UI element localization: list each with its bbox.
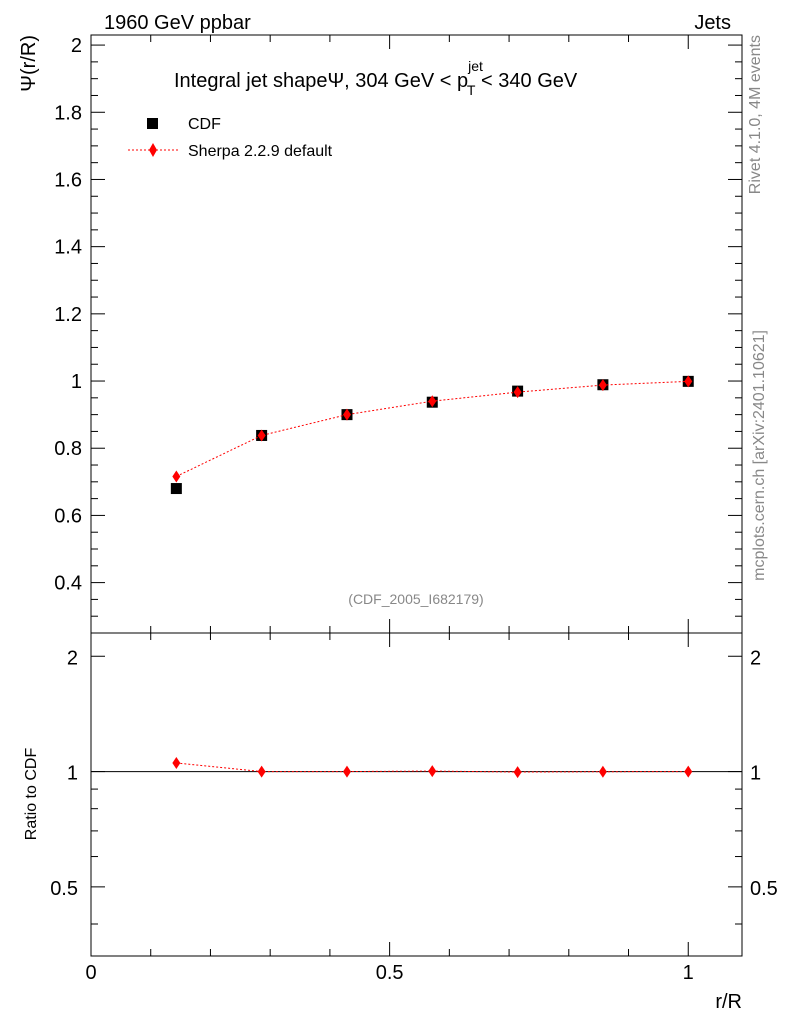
ratio-sherpa-point — [172, 756, 181, 769]
main-y-tick-label: 0.6 — [54, 505, 82, 527]
legend-cdf-label: CDF — [188, 116, 221, 133]
main-panel: 0.4 0.6 0.8 1 1.2 1.4 1.6 1.8 2 Ψ(r/R) Integral … — [18, 34, 743, 634]
main-title: Integral jet shapeΨ, 304 GeV < pjet T < 3… — [174, 58, 578, 98]
ratio-sherpa-point — [598, 765, 607, 778]
ratio-panel: 0.5 0.51 12 2 0 0.5 1 Ratio to CDF r/R — [23, 632, 778, 1013]
main-y-ticks: 0.4 0.6 0.8 1 1.2 1.4 1.6 1.8 2 — [54, 35, 742, 617]
main-y-tick-label: 0.8 — [54, 438, 82, 460]
sherpa-data-point — [257, 429, 266, 442]
sherpa-data-point — [428, 395, 437, 408]
ratio-frame — [90, 632, 743, 957]
ratio-sherpa-point — [513, 766, 522, 779]
legend: CDF Sherpa 2.2.9 default — [128, 116, 333, 160]
x-tick-label: 0.5 — [376, 962, 404, 984]
sherpa-data-point — [342, 408, 351, 421]
cdf-data-point — [170, 483, 182, 495]
x-axis-label: r/R — [715, 991, 742, 1013]
main-y-tick-label: 1.2 — [54, 304, 82, 326]
ratio-y-ticks: 0.5 0.5 1 1 2 2 — [50, 647, 778, 925]
x-tick-label: 1 — [683, 962, 694, 984]
ratio-y-tick-label-right: 0.5 — [750, 878, 778, 900]
sherpa-data-point — [513, 386, 522, 399]
ratio-sherpa-point — [342, 765, 351, 778]
ratio-y-tick-label: 2 — [67, 647, 78, 669]
ratio-y-tick-label: 1 — [67, 763, 78, 785]
ratio-sherpa-point — [257, 765, 266, 778]
main-y-tick-label: 1.8 — [54, 102, 82, 124]
legend-cdf-marker — [147, 118, 158, 129]
ratio-x-ticks: 0 0.5 1 — [85, 633, 694, 984]
main-y-axis-label: Ψ(r/R) — [18, 35, 40, 92]
sherpa-data-point — [598, 379, 607, 392]
legend-sherpa-marker — [149, 143, 157, 157]
main-y-tick-label: 1.6 — [54, 169, 82, 191]
ratio-data-layer — [91, 756, 742, 779]
sherpa-data-point — [172, 470, 181, 483]
ratio-sherpa-point — [684, 765, 693, 778]
sherpa-data-point — [684, 375, 693, 388]
ratio-y-tick-label: 0.5 — [50, 878, 78, 900]
x-tick-label: 0 — [85, 962, 96, 984]
main-y-tick-label: 2 — [71, 35, 82, 57]
ratio-y-tick-label-right: 1 — [750, 763, 761, 785]
mcplots-label: mcplots.cern.ch [arXiv:2401.10621] — [751, 330, 768, 581]
header-process-label: Jets — [694, 12, 731, 34]
ratio-y-tick-label-right: 2 — [750, 647, 761, 669]
header-beam-label: 1960 GeV ppbar — [104, 12, 251, 34]
legend-sherpa-label: Sherpa 2.2.9 default — [188, 143, 333, 160]
ratio-y-axis-label: Ratio to CDF — [23, 748, 40, 841]
main-y-tick-label: 1 — [71, 371, 82, 393]
ratio-sherpa-point — [428, 765, 437, 778]
main-data-layer — [170, 375, 694, 495]
main-y-tick-label: 1.4 — [54, 237, 82, 259]
analysis-watermark: (CDF_2005_I682179) — [348, 591, 483, 607]
main-x-ticks — [90, 35, 689, 633]
main-y-tick-label: 0.4 — [54, 573, 82, 595]
rivet-version-label: Rivet 4.1.0, 4M events — [747, 35, 764, 194]
